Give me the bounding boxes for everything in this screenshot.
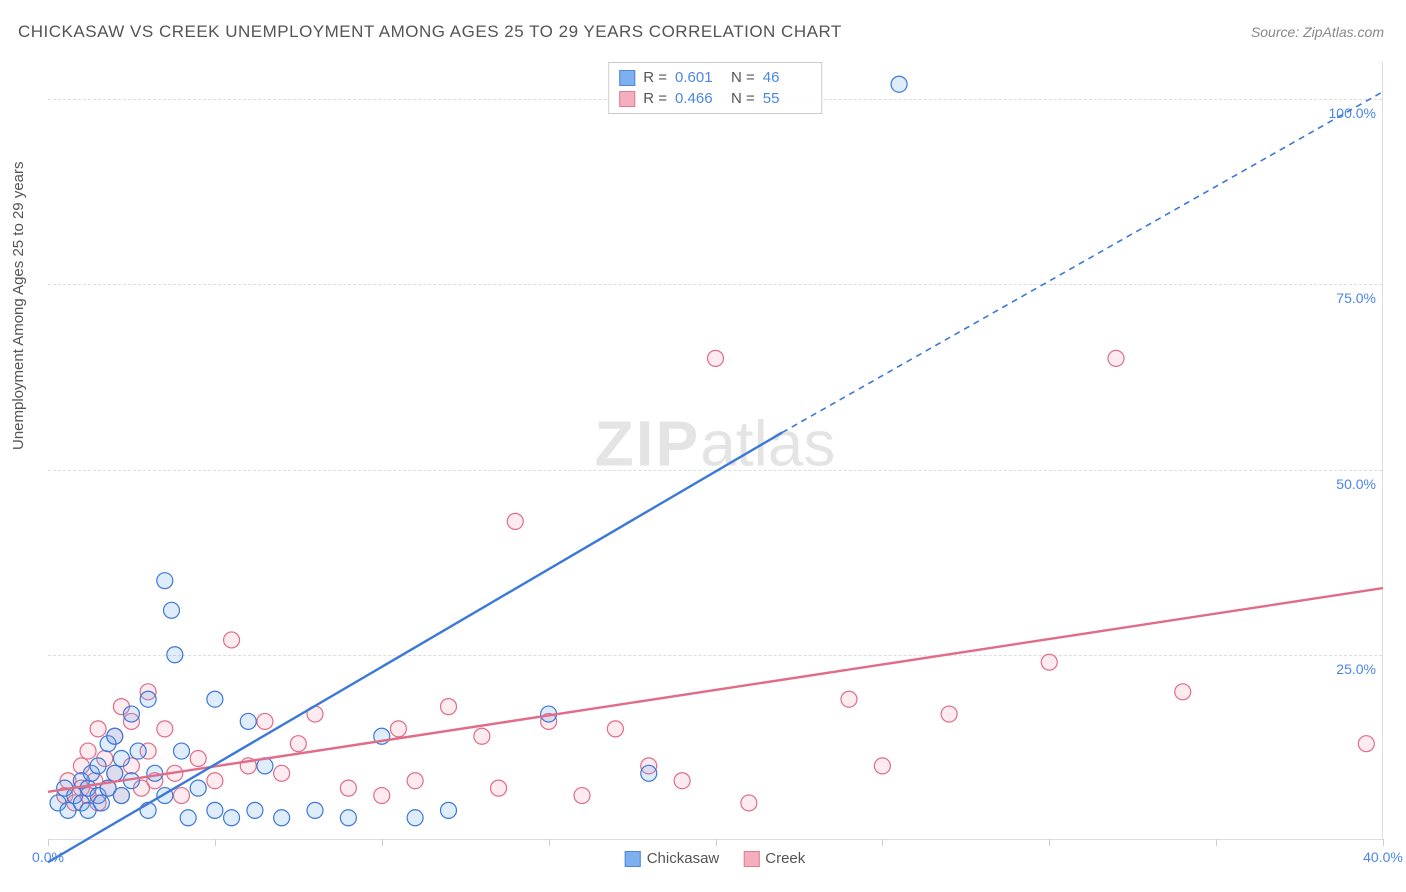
point-creek <box>708 350 724 366</box>
point-creek <box>174 788 190 804</box>
point-creek <box>841 691 857 707</box>
stat-label-n: N = <box>731 69 755 86</box>
stats-row-creek: R = 0.466 N = 55 <box>619 88 811 109</box>
bottom-legend: Chickasaw Creek <box>625 850 806 867</box>
x-tick <box>1216 839 1217 846</box>
point-chickasaw <box>167 647 183 663</box>
point-chickasaw <box>130 743 146 759</box>
point-chickasaw <box>123 706 139 722</box>
point-chickasaw <box>163 602 179 618</box>
point-creek <box>340 780 356 796</box>
point-chickasaw <box>90 758 106 774</box>
point-creek <box>941 706 957 722</box>
point-creek <box>257 713 273 729</box>
point-creek <box>90 721 106 737</box>
point-chickasaw <box>180 810 196 826</box>
point-creek <box>224 632 240 648</box>
point-creek <box>474 728 490 744</box>
y-axis-label: Unemployment Among Ages 25 to 29 years <box>10 161 27 450</box>
trend-chickasaw <box>48 432 782 862</box>
point-chickasaw <box>224 810 240 826</box>
point-creek <box>491 780 507 796</box>
point-creek <box>207 773 223 789</box>
point-creek <box>1175 684 1191 700</box>
point-creek <box>874 758 890 774</box>
stat-label-r: R = <box>643 90 667 107</box>
swatch-chickasaw <box>625 851 641 867</box>
point-chickasaw <box>140 691 156 707</box>
point-chickasaw <box>641 765 657 781</box>
stat-r-chickasaw: 0.601 <box>675 69 723 86</box>
point-chickasaw <box>340 810 356 826</box>
point-creek <box>1108 350 1124 366</box>
point-chickasaw <box>147 765 163 781</box>
point-chickasaw <box>157 573 173 589</box>
x-tick-label: 40.0% <box>1363 849 1403 865</box>
point-creek <box>157 721 173 737</box>
x-tick <box>882 839 883 846</box>
chart-title: CHICKASAW VS CREEK UNEMPLOYMENT AMONG AG… <box>18 22 842 42</box>
point-chickasaw <box>891 76 907 92</box>
point-chickasaw <box>207 691 223 707</box>
point-creek <box>1041 654 1057 670</box>
point-creek <box>390 721 406 737</box>
point-creek <box>80 743 96 759</box>
swatch-chickasaw <box>619 70 635 86</box>
point-chickasaw <box>274 810 290 826</box>
point-creek <box>441 699 457 715</box>
point-creek <box>674 773 690 789</box>
point-chickasaw <box>240 713 256 729</box>
point-creek <box>574 788 590 804</box>
swatch-creek <box>619 91 635 107</box>
stat-label-n: N = <box>731 90 755 107</box>
point-creek <box>741 795 757 811</box>
point-creek <box>607 721 623 737</box>
x-tick <box>716 839 717 846</box>
x-tick <box>382 839 383 846</box>
point-creek <box>407 773 423 789</box>
legend-item-creek: Creek <box>743 850 805 867</box>
point-creek <box>274 765 290 781</box>
swatch-creek <box>743 851 759 867</box>
x-tick <box>549 839 550 846</box>
stat-r-creek: 0.466 <box>675 90 723 107</box>
legend-item-chickasaw: Chickasaw <box>625 850 720 867</box>
x-tick <box>215 839 216 846</box>
point-chickasaw <box>93 795 109 811</box>
point-chickasaw <box>113 750 129 766</box>
point-creek <box>190 750 206 766</box>
point-creek <box>290 736 306 752</box>
x-tick <box>1383 839 1384 846</box>
source-attribution: Source: ZipAtlas.com <box>1251 24 1384 40</box>
stat-label-r: R = <box>643 69 667 86</box>
point-chickasaw <box>441 802 457 818</box>
point-chickasaw <box>190 780 206 796</box>
point-chickasaw <box>107 765 123 781</box>
point-chickasaw <box>307 802 323 818</box>
scatter-svg <box>48 62 1382 839</box>
stat-n-chickasaw: 46 <box>763 69 811 86</box>
point-creek <box>1358 736 1374 752</box>
stats-legend-box: R = 0.601 N = 46 R = 0.466 N = 55 <box>608 62 822 114</box>
point-chickasaw <box>174 743 190 759</box>
x-tick-label: 0.0% <box>32 849 64 865</box>
plot-area: ZIPatlas 25.0%50.0%75.0%100.0% R = 0.601… <box>48 62 1383 840</box>
legend-label-creek: Creek <box>765 850 805 867</box>
point-chickasaw <box>107 728 123 744</box>
x-tick <box>1049 839 1050 846</box>
point-chickasaw <box>407 810 423 826</box>
stats-row-chickasaw: R = 0.601 N = 46 <box>619 67 811 88</box>
point-chickasaw <box>247 802 263 818</box>
point-chickasaw <box>207 802 223 818</box>
point-creek <box>507 513 523 529</box>
point-creek <box>374 788 390 804</box>
trend-dash-chickasaw <box>782 92 1383 433</box>
point-chickasaw <box>113 788 129 804</box>
stat-n-creek: 55 <box>763 90 811 107</box>
x-tick <box>48 839 49 846</box>
legend-label-chickasaw: Chickasaw <box>647 850 720 867</box>
